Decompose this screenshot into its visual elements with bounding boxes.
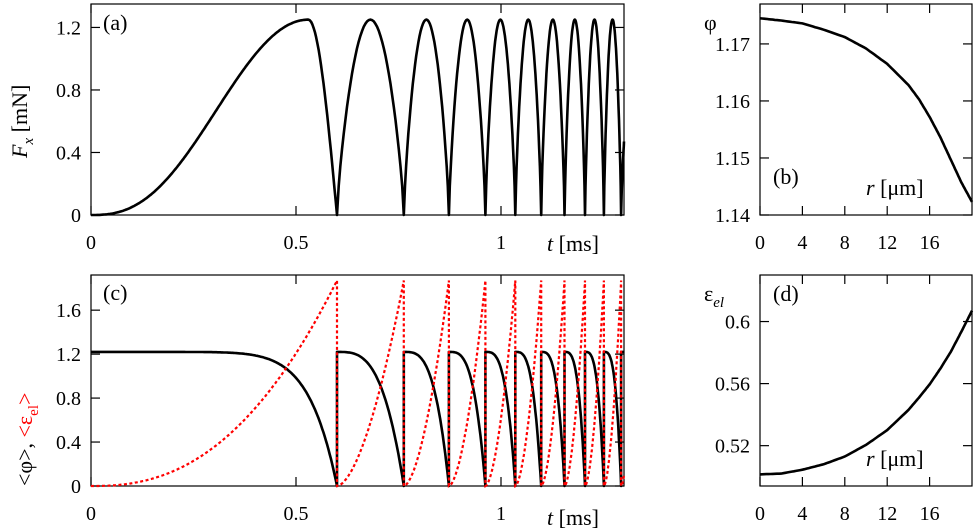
panel-c-label: (c) bbox=[103, 280, 127, 305]
panel-d-x-tick-label: 8 bbox=[840, 503, 850, 525]
panel-a-frame bbox=[90, 3, 625, 216]
panel-a-y-tick-label: 0.8 bbox=[56, 80, 81, 102]
panel-a-x-tick-label: 0 bbox=[86, 232, 96, 254]
panel-b-x-tick-label: 12 bbox=[877, 232, 897, 254]
panel-b-x-tick-label: 0 bbox=[755, 232, 765, 254]
panel-d-y-tick-label: 0.6 bbox=[725, 312, 750, 334]
panel-a-x-label: t [ms] bbox=[547, 231, 599, 256]
panel-d-y-label: εel bbox=[704, 281, 724, 311]
panel-d-x-tick-label: 4 bbox=[797, 503, 807, 525]
panel-c: 0 0.5 1 0 0.4 0.8 1.2 1.6 (c) t [ms] <φ>, <εel> bbox=[12, 274, 626, 530]
panel-b-x-tick-label: 4 bbox=[797, 232, 807, 254]
panel-c-y-tick-label: 1.2 bbox=[56, 344, 81, 366]
panel-a-y-tick-label: 0 bbox=[71, 205, 81, 227]
panel-a-y-label: Fx [mN] bbox=[7, 85, 37, 159]
panel-c-x-tick-label: 0.5 bbox=[284, 503, 309, 525]
panel-b-x-label: r [μm] bbox=[866, 175, 924, 200]
panel-b-y-tick-label: 1.15 bbox=[715, 148, 750, 170]
force-line bbox=[90, 18, 626, 217]
strain-average-line bbox=[91, 280, 626, 489]
panel-d-frame bbox=[759, 274, 973, 487]
panel-d-x-tick-label: 16 bbox=[920, 503, 940, 525]
panel-d-x-tick-label: 0 bbox=[755, 503, 765, 525]
panel-a: 0 0.5 1 0 0.4 0.8 1.2 (a) t [ms] Fx [mN] bbox=[7, 3, 626, 256]
panel-b-y-tick-label: 1.14 bbox=[715, 205, 750, 227]
panel-c-x-label: t [ms] bbox=[547, 505, 599, 530]
panel-a-x-tick-label: 0.5 bbox=[284, 232, 309, 254]
panel-c-y-tick-label: 0.4 bbox=[56, 432, 81, 454]
panel-d-y-tick-label: 0.56 bbox=[715, 374, 750, 396]
panel-b-x-tick-label: 8 bbox=[840, 232, 850, 254]
panel-a-y-tick-label: 0.4 bbox=[56, 142, 81, 164]
panel-a-x-tick-label: 1 bbox=[496, 232, 506, 254]
panel-b-y-tick-label: 1.16 bbox=[715, 91, 750, 113]
panel-d-x-tick-label: 12 bbox=[877, 503, 897, 525]
panel-c-x-tick-label: 0 bbox=[86, 503, 96, 525]
panel-a-label: (a) bbox=[103, 10, 127, 35]
phi-average-line bbox=[90, 350, 625, 488]
panel-d-x-label: r [μm] bbox=[866, 446, 924, 471]
panel-c-x-tick-label: 1 bbox=[496, 503, 506, 525]
panel-c-y-label: <φ>, <εel> bbox=[12, 393, 42, 486]
panel-b-label: (b) bbox=[773, 164, 799, 189]
panel-d: 0 4 8 12 16 0.52 0.56 0.6 (d) r [μm] εel bbox=[704, 274, 974, 525]
panel-a-y-tick-label: 1.2 bbox=[56, 17, 81, 39]
panel-b-x-tick-label: 16 bbox=[920, 232, 940, 254]
panel-d-y-tick-label: 0.52 bbox=[715, 436, 750, 458]
phi-profile-line bbox=[759, 17, 974, 203]
panel-b-y-tick-label: 1.17 bbox=[715, 34, 750, 56]
strain-profile-line bbox=[759, 310, 974, 476]
panel-b-frame bbox=[759, 3, 973, 216]
panel-b: 0 4 8 12 16 1.14 1.15 1.16 1.17 (b) r [μm] φ bbox=[704, 3, 974, 254]
panel-c-y-tick-label: 0.8 bbox=[56, 388, 81, 410]
panel-b-y-label: φ bbox=[704, 10, 717, 35]
panel-c-frame bbox=[90, 274, 625, 487]
panel-d-label: (d) bbox=[773, 281, 799, 306]
panel-c-y-tick-label: 1.6 bbox=[56, 300, 81, 322]
panel-c-y-tick-label: 0 bbox=[71, 476, 81, 498]
